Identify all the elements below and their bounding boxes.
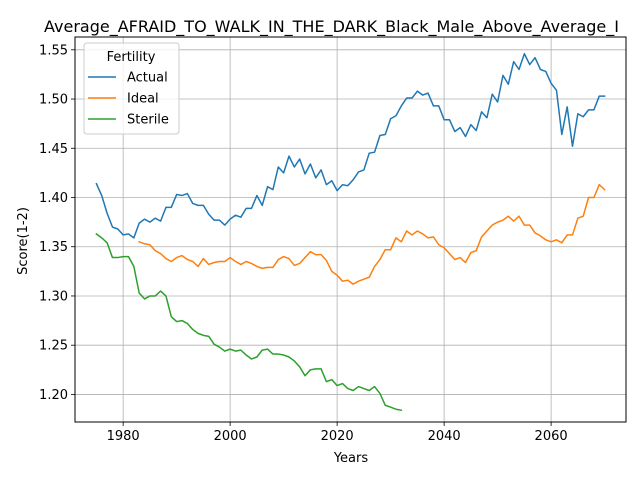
- legend-label-actual: Actual: [127, 71, 168, 86]
- y-tick-label: 1.55: [39, 43, 68, 58]
- legend: Fertility Actual Ideal Sterile: [83, 42, 180, 135]
- x-tick-label: 2000: [214, 429, 247, 444]
- legend-title: Fertility: [107, 50, 156, 65]
- y-tick-label: 1.45: [39, 142, 68, 157]
- series-layer: [95, 52, 606, 412]
- legend-label-sterile: Sterile: [127, 113, 169, 128]
- y-tick-label: 1.25: [39, 339, 68, 354]
- plot-frame: [74, 36, 627, 423]
- y-axis-title: Score(1-2): [16, 207, 31, 275]
- series-line-actual: [95, 52, 606, 239]
- grid-layer: [75, 37, 626, 422]
- y-tick-label: 1.35: [39, 240, 68, 255]
- chart-title: Average_AFRAID_TO_WALK_IN_THE_DARK_Black…: [44, 17, 619, 37]
- x-tick-label: 2040: [428, 429, 461, 444]
- y-tick-label: 1.40: [39, 191, 68, 206]
- legend-items: Actual Ideal Sterile: [88, 71, 169, 128]
- x-tick-label: 1980: [107, 429, 140, 444]
- y-tick-label: 1.30: [39, 289, 68, 304]
- x-axis-title: Years: [333, 451, 369, 466]
- legend-label-ideal: Ideal: [127, 92, 159, 107]
- series-line-sterile: [95, 232, 403, 412]
- tick-layer: 1980 2000 2020 2040 2060 1.20 1.25 1.30 1.35 1.40…: [39, 43, 568, 444]
- y-tick-label: 1.50: [39, 93, 68, 108]
- series-line-ideal: [138, 183, 606, 285]
- y-tick-label: 1.20: [39, 388, 68, 403]
- x-tick-label: 2020: [321, 429, 354, 444]
- legend-box: [83, 42, 180, 135]
- x-tick-label: 2060: [535, 429, 568, 444]
